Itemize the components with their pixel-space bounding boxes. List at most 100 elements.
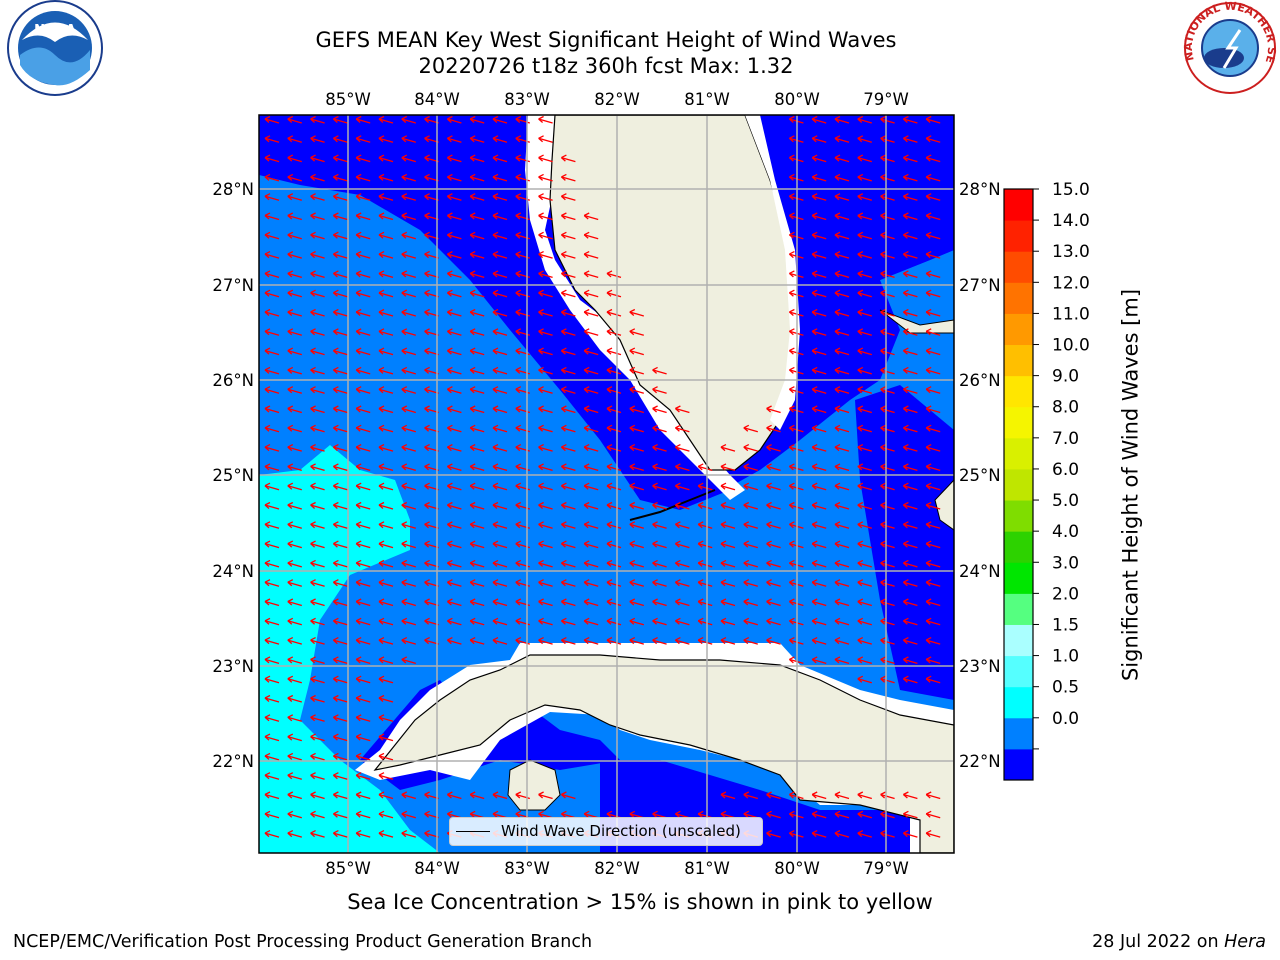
- wind-arrow: [447, 156, 462, 163]
- wind-arrowhead: [857, 231, 864, 239]
- colorbar-swatch: [1004, 655, 1033, 688]
- wind-arrowhead: [378, 270, 385, 278]
- wind-arrow: [287, 832, 302, 838]
- wind-arrowhead: [583, 501, 590, 509]
- colorbar-tick-label: 14.0: [1052, 211, 1090, 231]
- wind-arrow: [470, 214, 485, 221]
- wind-arrow: [584, 349, 599, 356]
- wind-arrowhead: [310, 463, 316, 471]
- wind-arrow: [903, 446, 918, 452]
- wind-arrow: [926, 465, 941, 472]
- wind-arrow: [310, 716, 325, 722]
- wind-arrowhead: [287, 579, 294, 587]
- wind-arrowhead: [880, 444, 886, 452]
- wind-arrowhead: [446, 154, 453, 162]
- wind-arrow: [766, 485, 781, 491]
- wind-arrowhead: [515, 270, 522, 278]
- wind-arrow: [447, 253, 462, 259]
- wind-arrowhead: [264, 752, 271, 760]
- wind-arrowhead: [264, 598, 271, 606]
- wind-arrowhead: [424, 559, 430, 567]
- wind-arrow: [857, 234, 872, 240]
- wind-arrow: [812, 581, 827, 587]
- wind-arrowhead: [287, 424, 294, 432]
- colorbar-swatch: [1004, 406, 1033, 439]
- wind-arrowhead: [583, 270, 590, 278]
- wind-arrow: [880, 581, 895, 587]
- wind-arrowhead: [287, 212, 294, 220]
- wind-arrow: [812, 542, 827, 549]
- wind-arrowhead: [880, 830, 886, 838]
- map-frame: [258, 114, 955, 854]
- wind-arrowhead: [287, 193, 294, 201]
- wind-arrow: [834, 349, 850, 356]
- wind-arrow: [561, 272, 576, 279]
- wind-arrow: [401, 137, 416, 143]
- wind-arrow: [857, 793, 872, 800]
- wind-arrowhead: [674, 482, 681, 490]
- wind-arrow: [561, 523, 576, 529]
- wind-arrowhead: [880, 791, 886, 799]
- wind-arrow: [538, 620, 553, 626]
- wind-arrow: [287, 369, 302, 375]
- wind-arrow: [834, 523, 850, 529]
- wind-arrowhead: [811, 617, 818, 625]
- wind-arrowhead: [606, 366, 613, 374]
- wind-arrowhead: [925, 424, 932, 432]
- wind-arrow: [880, 485, 895, 491]
- wind-arrow: [492, 176, 508, 182]
- wind-arrowhead: [287, 308, 294, 316]
- wind-arrow: [834, 176, 850, 182]
- wind-arrow: [652, 369, 667, 375]
- wind-arrowhead: [401, 598, 408, 606]
- wind-arrowhead: [538, 193, 544, 201]
- wind-arrow: [720, 446, 736, 452]
- wind-arrowhead: [538, 810, 544, 818]
- wind-arrowhead: [583, 424, 590, 432]
- wind-arrowhead: [287, 347, 294, 355]
- wind-arrowhead: [811, 212, 818, 220]
- wind-arrowhead: [902, 521, 909, 529]
- wind-arrow: [903, 504, 918, 510]
- wind-arrowhead: [424, 540, 430, 548]
- wind-arrowhead: [355, 694, 362, 702]
- wind-arrow: [606, 485, 622, 491]
- wind-arrowhead: [264, 270, 271, 278]
- wind-arrowhead: [264, 154, 271, 162]
- wind-arrowhead: [287, 154, 294, 162]
- wind-arrowhead: [902, 482, 909, 490]
- wind-arrow: [264, 639, 280, 645]
- wind-arrowhead: [674, 579, 681, 587]
- wind-arrowhead: [355, 231, 362, 239]
- wind-arrow: [264, 523, 280, 529]
- wind-arrow: [310, 118, 325, 124]
- wind-arrowhead: [401, 193, 408, 201]
- wind-arrow: [356, 485, 371, 491]
- wind-arrow: [880, 427, 895, 433]
- wind-arrowhead: [811, 115, 818, 123]
- wind-arrowhead: [515, 154, 522, 162]
- lon-label-bottom: 83°W: [504, 859, 550, 878]
- wind-arrowhead: [766, 637, 772, 645]
- wind-arrow: [652, 600, 667, 607]
- wind-arrow: [287, 427, 302, 433]
- wind-arrowhead: [857, 405, 864, 413]
- wind-arrowhead: [264, 772, 271, 780]
- wind-arrow: [333, 658, 348, 665]
- wind-arrowhead: [355, 308, 362, 316]
- wind-arrowhead: [834, 521, 841, 529]
- wind-arrowhead: [857, 212, 864, 220]
- wind-arrowhead: [652, 617, 658, 625]
- wind-arrow: [470, 581, 485, 587]
- wind-arrow: [287, 465, 302, 472]
- wind-arrow: [333, 793, 348, 800]
- wind-arrowhead: [880, 347, 886, 355]
- wind-arrow: [378, 697, 394, 703]
- wind-arrow: [333, 832, 348, 838]
- wind-arrow: [903, 118, 918, 124]
- wind-arrow: [629, 349, 644, 356]
- wind-arrow: [333, 542, 348, 549]
- wind-arrowhead: [652, 424, 658, 432]
- wind-arrow: [652, 542, 667, 549]
- colorbar-swatch: [1004, 531, 1033, 563]
